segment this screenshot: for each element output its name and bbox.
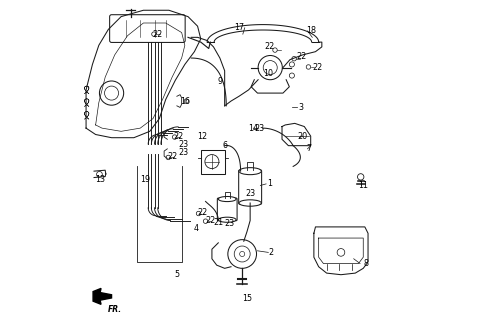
- Text: 13: 13: [96, 175, 106, 184]
- Text: 16: 16: [180, 97, 190, 106]
- Circle shape: [289, 73, 294, 78]
- Ellipse shape: [239, 168, 261, 175]
- Text: 23: 23: [255, 124, 265, 132]
- Text: 7: 7: [306, 144, 312, 153]
- Text: 23: 23: [178, 148, 188, 156]
- FancyBboxPatch shape: [109, 15, 185, 43]
- Text: 22: 22: [174, 132, 184, 140]
- Circle shape: [289, 62, 294, 67]
- Text: 12: 12: [197, 132, 207, 140]
- Ellipse shape: [239, 200, 261, 206]
- Text: 23: 23: [245, 189, 255, 198]
- Circle shape: [292, 56, 296, 61]
- Text: 22: 22: [312, 63, 322, 72]
- Text: 20: 20: [298, 132, 308, 140]
- Text: 23: 23: [178, 140, 188, 148]
- Circle shape: [263, 60, 277, 75]
- Text: 22: 22: [296, 52, 306, 61]
- FancyBboxPatch shape: [239, 170, 261, 204]
- Text: 10: 10: [263, 69, 272, 78]
- Text: 11: 11: [358, 181, 368, 190]
- Text: 21: 21: [213, 218, 223, 227]
- Text: 4: 4: [194, 224, 198, 233]
- Circle shape: [239, 252, 245, 257]
- Text: 14: 14: [249, 124, 258, 132]
- Text: 8: 8: [364, 259, 369, 268]
- Circle shape: [337, 249, 345, 256]
- Ellipse shape: [218, 196, 236, 202]
- Circle shape: [205, 155, 219, 169]
- Circle shape: [184, 99, 189, 103]
- Circle shape: [273, 48, 277, 52]
- Text: 19: 19: [140, 175, 150, 184]
- Text: 1: 1: [267, 180, 272, 188]
- Polygon shape: [93, 288, 111, 304]
- Text: 22: 22: [205, 216, 216, 225]
- Text: 2: 2: [268, 248, 273, 257]
- Circle shape: [358, 174, 364, 180]
- Circle shape: [258, 55, 282, 80]
- Text: FR.: FR.: [108, 305, 121, 314]
- Text: 23: 23: [224, 219, 235, 228]
- Circle shape: [152, 32, 156, 36]
- Text: 6: 6: [222, 141, 227, 150]
- Circle shape: [203, 219, 208, 223]
- Circle shape: [166, 155, 171, 160]
- FancyBboxPatch shape: [217, 198, 237, 221]
- Ellipse shape: [218, 217, 236, 222]
- Text: 22: 22: [264, 42, 274, 52]
- Text: 22: 22: [167, 152, 177, 161]
- Circle shape: [196, 211, 201, 216]
- Text: 9: 9: [217, 77, 222, 86]
- Text: 22: 22: [152, 30, 163, 39]
- FancyBboxPatch shape: [201, 150, 225, 174]
- Circle shape: [97, 172, 102, 177]
- Text: 22: 22: [197, 208, 207, 217]
- Text: 3: 3: [299, 103, 304, 112]
- Text: 18: 18: [306, 27, 315, 36]
- Text: 17: 17: [234, 23, 244, 32]
- Circle shape: [306, 65, 311, 69]
- Circle shape: [234, 246, 250, 262]
- Circle shape: [173, 135, 177, 139]
- Text: 5: 5: [174, 270, 179, 279]
- Circle shape: [228, 240, 257, 268]
- Text: 15: 15: [242, 294, 252, 303]
